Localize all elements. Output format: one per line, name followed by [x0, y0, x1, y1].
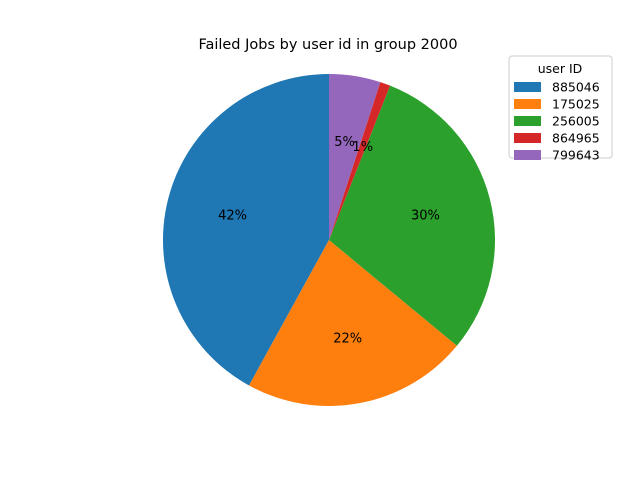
legend-label-864965: 864965 — [552, 131, 600, 146]
legend-swatch-864965 — [514, 133, 541, 143]
pie-slice-864965 — [329, 82, 391, 241]
legend: user ID 885046 175025 256005 864965 799643 — [508, 55, 613, 163]
pie-slice-175025 — [249, 240, 457, 407]
pct-label-256005: 30% — [411, 209, 440, 224]
legend-swatch-256005 — [514, 116, 541, 126]
legend-label-885046: 885046 — [552, 80, 600, 95]
legend-title: user ID — [538, 61, 583, 76]
pie-slice-885046 — [162, 74, 329, 386]
legend-swatch-885046 — [514, 82, 541, 92]
pct-label-864965: 1% — [352, 140, 373, 155]
legend-swatch-799643 — [514, 150, 541, 160]
pie-slice-799643 — [329, 74, 381, 240]
pct-label-799643: 5% — [334, 135, 355, 150]
chart-title: Failed Jobs by user id in group 2000 — [198, 37, 457, 53]
pie-slice-256005 — [329, 85, 496, 346]
legend-label-256005: 256005 — [552, 114, 600, 129]
legend-items: 885046 175025 256005 864965 799643 — [514, 80, 600, 163]
pie-slices — [162, 74, 496, 407]
legend-label-799643: 799643 — [552, 148, 600, 163]
legend-swatch-175025 — [514, 99, 541, 109]
legend-frame — [508, 55, 613, 159]
percentage-labels: 42% 22% 30% 1%5% — [218, 135, 440, 346]
pct-label-175025: 22% — [333, 331, 362, 346]
legend-label-175025: 175025 — [552, 97, 600, 112]
pct-label-885046: 42% — [218, 209, 247, 224]
